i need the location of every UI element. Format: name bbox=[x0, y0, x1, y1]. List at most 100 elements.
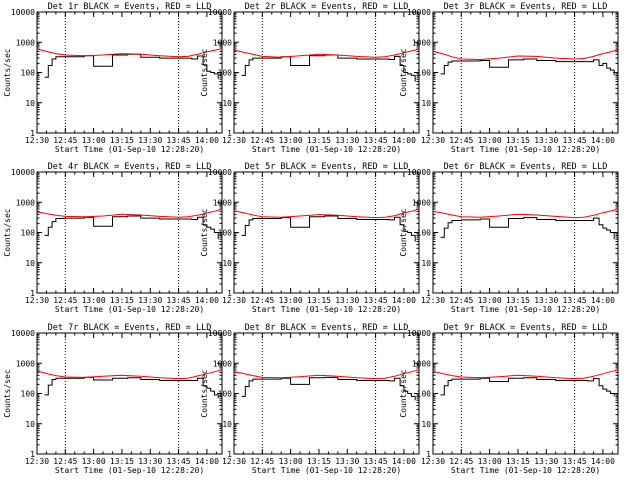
series-events-line bbox=[440, 377, 615, 397]
series-events-line bbox=[44, 53, 219, 80]
y-tick-label: 10000 bbox=[407, 8, 431, 17]
y-tick-label: 100 bbox=[21, 229, 36, 238]
x-axis-label: Start Time (01-Sep-10 12:28:20) bbox=[451, 305, 600, 314]
y-tick-label: 10 bbox=[25, 259, 35, 268]
x-tick-label: 14:00 bbox=[195, 296, 219, 305]
y-tick-label: 1 bbox=[227, 129, 232, 138]
x-axis-label: Start Time (01-Sep-10 12:28:20) bbox=[55, 466, 204, 475]
y-tick-label: 10 bbox=[25, 99, 35, 108]
series-lld-line bbox=[36, 48, 223, 58]
x-tick-label: 14:00 bbox=[591, 457, 615, 466]
x-tick-label: 13:30 bbox=[335, 136, 359, 145]
x-tick-label: 13:45 bbox=[167, 457, 191, 466]
x-tick-label: 13:30 bbox=[138, 457, 162, 466]
series-lld-line bbox=[36, 369, 223, 380]
panel-title: Det 3r BLACK = Events, RED = LLD bbox=[444, 2, 608, 12]
series-events-line bbox=[241, 215, 416, 242]
x-tick-label: 13:30 bbox=[138, 296, 162, 305]
y-tick-label: 1000 bbox=[213, 359, 232, 368]
x-tick-label: 14:00 bbox=[392, 457, 416, 466]
x-tick-label: 12:45 bbox=[449, 136, 473, 145]
x-tick-label: 12:30 bbox=[25, 457, 49, 466]
x-tick-label: 13:45 bbox=[167, 136, 191, 145]
y-tick-label: 10 bbox=[421, 99, 431, 108]
y-tick-label: 100 bbox=[417, 229, 432, 238]
x-tick-label: 13:30 bbox=[335, 296, 359, 305]
series-lld-line bbox=[233, 48, 420, 58]
series-lld-line bbox=[36, 208, 223, 218]
panel-det-1: Det 1r BLACK = Events, RED = LLD 1 10 100 10… bbox=[3, 2, 223, 154]
y-tick-label: 10000 bbox=[11, 329, 35, 338]
y-tick-label: 1000 bbox=[412, 359, 431, 368]
y-tick-label: 100 bbox=[417, 390, 432, 399]
y-axis-label: Counts/sec bbox=[399, 208, 408, 256]
y-tick-label: 100 bbox=[417, 69, 432, 78]
plot-frame bbox=[432, 171, 619, 294]
y-tick-label: 1000 bbox=[16, 359, 35, 368]
x-tick-label: 14:00 bbox=[591, 296, 615, 305]
series-lld-line bbox=[432, 208, 619, 219]
y-axis-label: Counts/sec bbox=[3, 208, 12, 256]
x-tick-label: 13:15 bbox=[307, 136, 331, 145]
x-tick-label: 13:00 bbox=[82, 457, 106, 466]
x-tick-label: 12:45 bbox=[250, 136, 274, 145]
y-tick-label: 1000 bbox=[16, 38, 35, 47]
y-tick-label: 10 bbox=[421, 259, 431, 268]
panel-title: Det 2r BLACK = Events, RED = LLD bbox=[245, 2, 409, 12]
x-tick-label: 13:45 bbox=[364, 136, 388, 145]
y-tick-label: 1 bbox=[30, 450, 35, 459]
x-tick-label: 13:30 bbox=[335, 457, 359, 466]
x-tick-label: 13:00 bbox=[279, 136, 303, 145]
x-axis-label: Start Time (01-Sep-10 12:28:20) bbox=[252, 466, 401, 475]
y-tick-label: 10 bbox=[25, 420, 35, 429]
y-tick-label: 10000 bbox=[11, 8, 35, 17]
x-axis-label: Start Time (01-Sep-10 12:28:20) bbox=[252, 145, 401, 154]
panel-title: Det 1r BLACK = Events, RED = LLD bbox=[48, 2, 212, 12]
y-tick-label: 1000 bbox=[213, 38, 232, 47]
x-axis-label: Start Time (01-Sep-10 12:28:20) bbox=[252, 305, 401, 314]
plot-frame bbox=[36, 332, 223, 455]
y-tick-label: 1 bbox=[227, 289, 232, 298]
plot-frame bbox=[233, 11, 420, 134]
panel-title: Det 7r BLACK = Events, RED = LLD bbox=[48, 323, 212, 333]
series-events-line bbox=[44, 376, 219, 399]
series-events-line bbox=[241, 376, 416, 401]
plot-frame bbox=[36, 171, 223, 294]
series-events-line bbox=[241, 54, 416, 82]
y-tick-label: 10 bbox=[421, 420, 431, 429]
y-tick-label: 100 bbox=[21, 69, 36, 78]
x-tick-label: 13:15 bbox=[307, 296, 331, 305]
panel-det-3: Det 3r BLACK = Events, RED = LLD 1 10 100 10… bbox=[399, 2, 619, 154]
plot-frame bbox=[432, 11, 619, 134]
x-tick-label: 12:45 bbox=[53, 457, 77, 466]
panel-title: Det 8r BLACK = Events, RED = LLD bbox=[245, 323, 409, 333]
panel-det-4: Det 4r BLACK = Events, RED = LLD 1 10 100 10… bbox=[3, 162, 223, 314]
plot-frame bbox=[233, 332, 420, 455]
x-tick-label: 13:00 bbox=[478, 136, 502, 145]
x-tick-label: 12:45 bbox=[449, 457, 473, 466]
y-tick-label: 10 bbox=[222, 99, 232, 108]
plot-frame bbox=[36, 11, 223, 134]
y-axis-label: Counts/sec bbox=[200, 369, 209, 417]
y-tick-label: 1 bbox=[30, 129, 35, 138]
y-axis-label: Counts/sec bbox=[3, 48, 12, 96]
y-axis-label: Counts/sec bbox=[399, 48, 408, 96]
x-tick-label: 13:30 bbox=[534, 296, 558, 305]
x-tick-label: 12:45 bbox=[53, 296, 77, 305]
series-lld-line bbox=[233, 369, 420, 380]
x-tick-label: 13:30 bbox=[534, 136, 558, 145]
series-lld-line bbox=[432, 369, 619, 380]
y-tick-label: 1 bbox=[426, 129, 431, 138]
y-tick-label: 1 bbox=[30, 289, 35, 298]
series-events-line bbox=[440, 58, 615, 76]
x-tick-label: 12:45 bbox=[250, 457, 274, 466]
x-axis-label: Start Time (01-Sep-10 12:28:20) bbox=[451, 145, 600, 154]
panel-title: Det 4r BLACK = Events, RED = LLD bbox=[48, 162, 212, 172]
panel-det-9: Det 9r BLACK = Events, RED = LLD 1 10 100 10… bbox=[399, 323, 619, 475]
x-tick-label: 14:00 bbox=[195, 457, 219, 466]
panel-title: Det 9r BLACK = Events, RED = LLD bbox=[444, 323, 608, 333]
x-tick-label: 13:15 bbox=[506, 136, 530, 145]
panel-title: Det 5r BLACK = Events, RED = LLD bbox=[245, 162, 409, 172]
x-tick-label: 12:30 bbox=[25, 296, 49, 305]
